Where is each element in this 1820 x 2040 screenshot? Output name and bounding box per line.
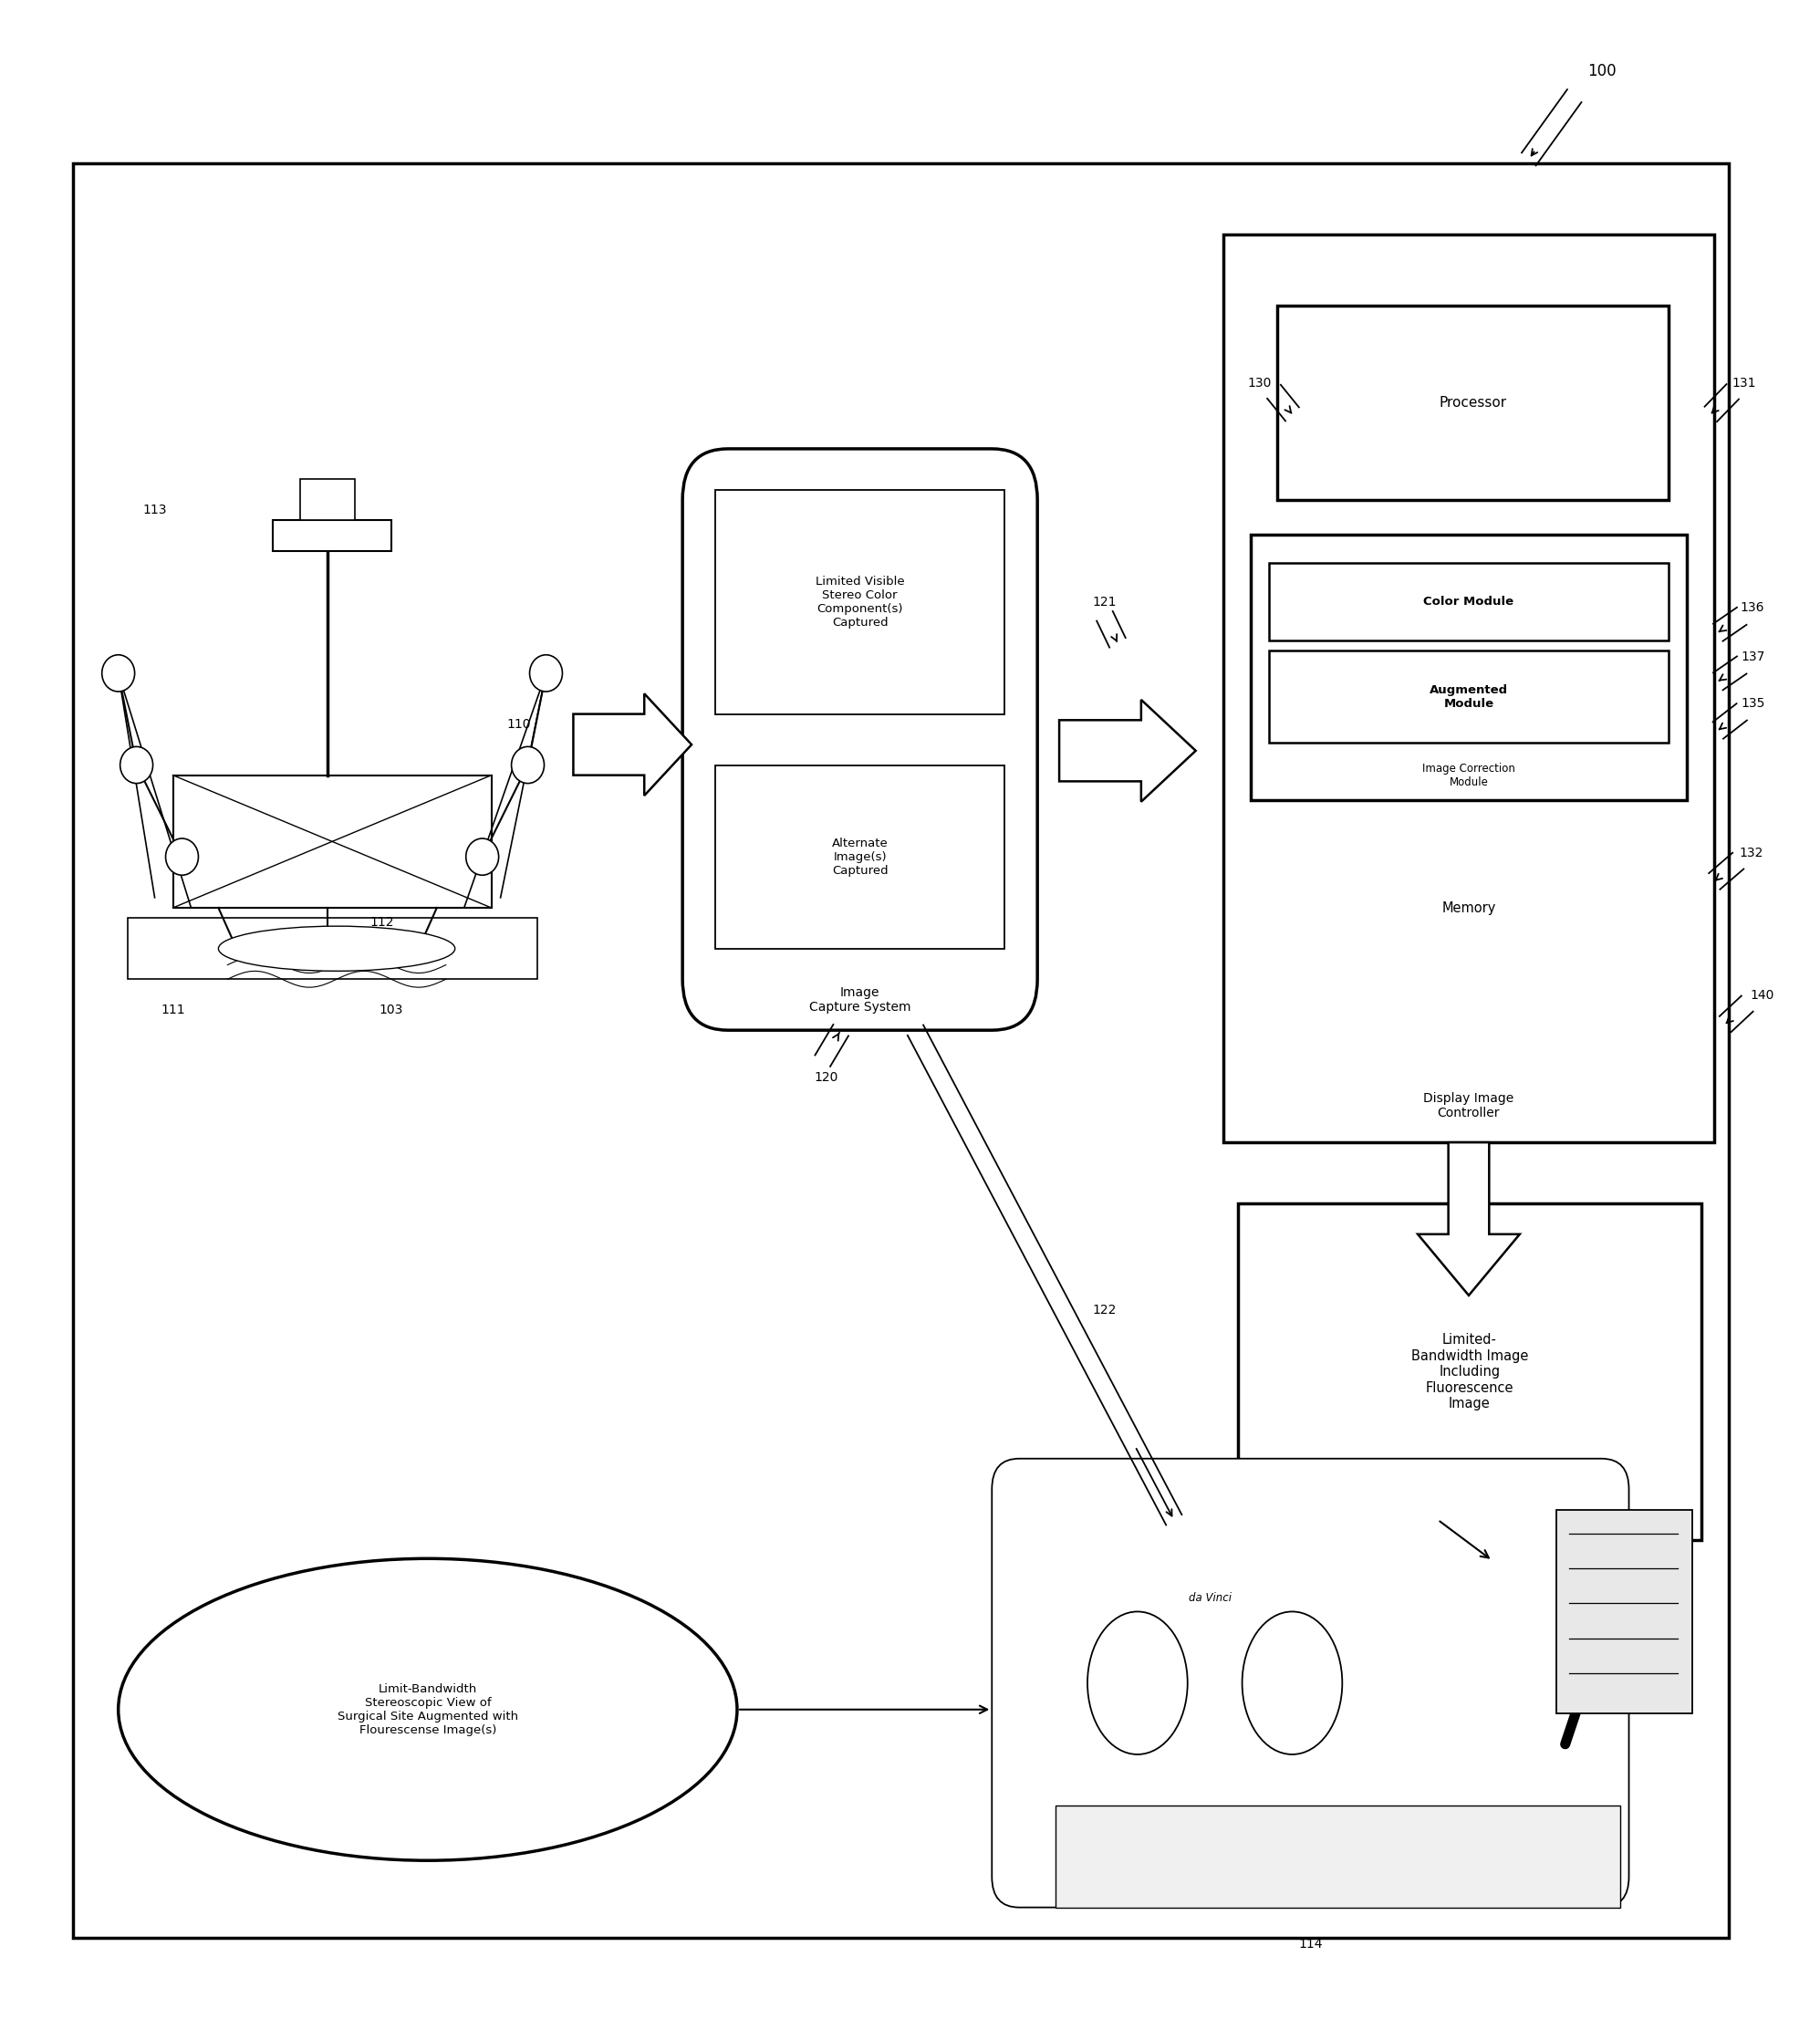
Text: Image Correction
Module: Image Correction Module	[1421, 763, 1516, 787]
Text: 135: 135	[1740, 698, 1765, 710]
Text: Processor: Processor	[1440, 396, 1507, 410]
Text: 136: 136	[1740, 602, 1765, 614]
Polygon shape	[1418, 1142, 1520, 1295]
Bar	[1278, 306, 1669, 500]
Text: Augmented
Module: Augmented Module	[1429, 683, 1509, 710]
Bar	[715, 490, 1005, 714]
Text: 103: 103	[379, 1004, 404, 1016]
Text: Image
Capture System: Image Capture System	[810, 985, 910, 1014]
Bar	[300, 479, 355, 520]
Text: 111: 111	[160, 1004, 186, 1016]
Text: 100: 100	[1587, 63, 1616, 80]
Text: Limited-
Bandwidth Image
Including
Fluorescence
Image: Limited- Bandwidth Image Including Fluor…	[1410, 1334, 1529, 1410]
Text: Display Image
Controller: Display Image Controller	[1423, 1091, 1514, 1120]
Text: 140: 140	[1749, 989, 1774, 1002]
Text: 114: 114	[1298, 1938, 1323, 1950]
Text: Alternate
Image(s)
Captured: Alternate Image(s) Captured	[832, 836, 888, 877]
Text: da Vinci: da Vinci	[1188, 1593, 1232, 1603]
Text: 137: 137	[1740, 651, 1765, 663]
Text: Limit-Bandwidth
Stereoscopic View of
Surgical Site Augmented with
Flourescense I: Limit-Bandwidth Stereoscopic View of Sur…	[337, 1683, 519, 1736]
Text: Memory: Memory	[1441, 902, 1496, 914]
Bar	[1238, 1204, 1702, 1540]
Text: 110: 110	[506, 718, 531, 730]
Ellipse shape	[1241, 1612, 1341, 1754]
Bar	[1556, 1510, 1693, 1714]
FancyBboxPatch shape	[682, 449, 1037, 1030]
Bar	[715, 765, 1005, 949]
Circle shape	[166, 838, 198, 875]
Ellipse shape	[118, 1559, 737, 1860]
Text: 132: 132	[1738, 847, 1764, 859]
Circle shape	[530, 655, 562, 692]
Bar	[73, 163, 1729, 1938]
Polygon shape	[1059, 700, 1196, 802]
Bar	[1269, 651, 1669, 743]
Bar	[1056, 1805, 1620, 1907]
Text: Limited Visible
Stereo Color
Component(s)
Captured: Limited Visible Stereo Color Component(s…	[815, 575, 905, 628]
Text: 131: 131	[1731, 377, 1756, 390]
Text: 112: 112	[369, 916, 395, 928]
Bar	[1223, 235, 1714, 1142]
Text: 120: 120	[814, 1071, 839, 1083]
Text: 130: 130	[1247, 377, 1272, 390]
Circle shape	[120, 747, 153, 783]
FancyBboxPatch shape	[992, 1459, 1629, 1907]
Ellipse shape	[1088, 1612, 1187, 1754]
Bar	[173, 775, 491, 908]
Polygon shape	[573, 694, 692, 796]
Bar	[127, 918, 537, 979]
Text: 113: 113	[142, 504, 167, 516]
Bar	[273, 520, 391, 551]
Text: Color Module: Color Module	[1423, 596, 1514, 608]
Bar	[1269, 563, 1669, 641]
Circle shape	[466, 838, 499, 875]
Circle shape	[511, 747, 544, 783]
Text: 122: 122	[1092, 1304, 1117, 1316]
Bar	[1250, 534, 1687, 800]
Text: 121: 121	[1092, 596, 1117, 608]
Circle shape	[102, 655, 135, 692]
Ellipse shape	[218, 926, 455, 971]
